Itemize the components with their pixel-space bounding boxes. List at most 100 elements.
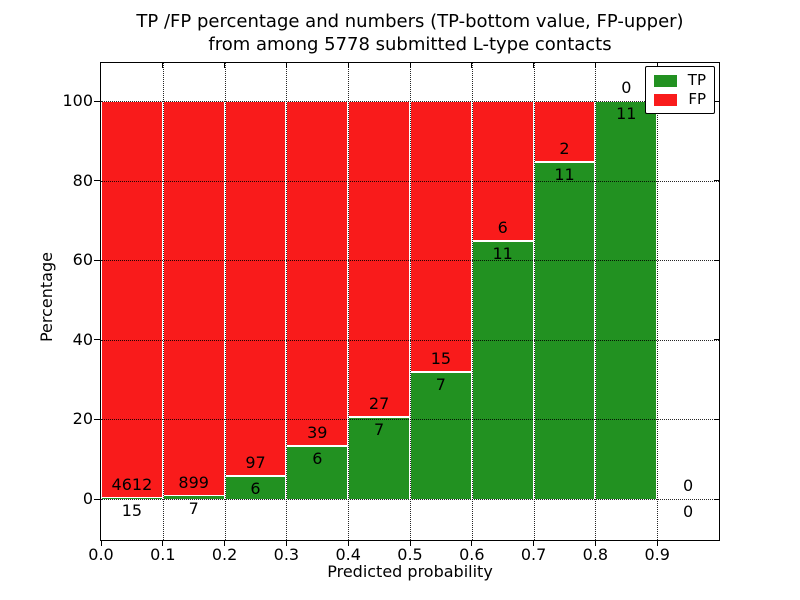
bar-tp-segment (595, 101, 658, 499)
fp-legend-label: FP (688, 90, 706, 108)
x-tick (285, 540, 287, 546)
x-tick-label: 0.5 (397, 545, 423, 564)
top-tick (409, 63, 411, 68)
y-tick (94, 339, 100, 341)
tp-count-label: 15 (121, 500, 143, 520)
right-tick (714, 418, 719, 420)
tp-count-label: 7 (374, 420, 385, 440)
bar-tp-segment (471, 241, 534, 499)
y-tick-label: 100 (62, 91, 93, 110)
x-tick (656, 540, 658, 546)
bar-tp-segment (101, 497, 163, 499)
top-tick (471, 63, 473, 68)
x-tick (100, 540, 102, 546)
bar-fp-segment (533, 101, 596, 163)
x-tick (594, 540, 596, 546)
tp-count-label: 7 (435, 375, 446, 395)
top-tick (594, 63, 596, 68)
fp-count-label: 39 (307, 422, 328, 442)
y-tick (94, 418, 100, 420)
x-tick-label: 0.8 (582, 545, 609, 564)
x-tick-label: 0.2 (211, 545, 238, 564)
bar-fp-segment (162, 101, 225, 496)
bar-tp-segment (533, 162, 596, 499)
top-tick (656, 63, 658, 68)
v-gridline (471, 63, 473, 540)
tp-legend-swatch-icon (654, 74, 677, 87)
chart-title-line1: TP /FP percentage and numbers (TP-bottom… (136, 11, 684, 32)
bar-fp-segment (471, 101, 534, 242)
top-tick (285, 63, 287, 68)
legend-item-tp: TP (654, 73, 706, 88)
right-tick (714, 180, 719, 182)
tp-count-label: 11 (616, 104, 637, 123)
x-tick (347, 540, 349, 546)
v-gridline (410, 63, 411, 540)
plot-area: 0.0 0.1 0.2 0.3 0.4 0.5 0.6 0.7 0.8 0.9 0 20 40 60 80 1… (62, 62, 720, 564)
y-tick (94, 259, 100, 261)
y-tick (94, 100, 100, 102)
tp-count-label: 11 (492, 244, 513, 264)
y-tick-label: 0 (82, 489, 93, 508)
top-tick (533, 63, 535, 68)
x-tick-label: 0.1 (150, 545, 176, 564)
v-gridline (533, 63, 535, 540)
y-tick-label: 80 (72, 170, 93, 190)
tp-count-label: 0 (683, 502, 694, 521)
fp-count-label: 4612 (111, 474, 153, 494)
right-tick (714, 339, 719, 341)
v-gridline (348, 63, 350, 540)
bar-fp-segment (224, 101, 287, 476)
v-gridline (224, 63, 226, 540)
right-tick (714, 498, 719, 500)
fp-count-label: 27 (368, 394, 390, 414)
v-gridline (162, 63, 164, 540)
fp-count-label: 0 (621, 78, 632, 97)
tp-count-label: 6 (250, 478, 261, 498)
fp-count-label: 899 (178, 472, 209, 492)
v-gridline (286, 63, 288, 540)
bar-fp-segment (348, 101, 410, 418)
tp-count-label: 6 (312, 448, 323, 468)
fp-count-label: 6 (497, 218, 508, 238)
tp-count-label: 7 (188, 498, 199, 518)
x-tick-label: 0.0 (88, 545, 114, 564)
x-tick-label: 0.7 (520, 545, 547, 564)
y-tick-label: 40 (72, 329, 93, 349)
fp-count-label: 2 (559, 139, 570, 159)
right-tick (714, 100, 719, 102)
v-gridline (657, 63, 659, 540)
x-tick-label: 0.6 (459, 545, 485, 564)
y-axis-label: Percentage (37, 252, 56, 343)
tp-legend-label: TP (687, 71, 706, 89)
bar-tp-segment (410, 372, 472, 499)
x-tick-label: 0.4 (335, 545, 361, 564)
v-gridline (595, 63, 597, 540)
y-tick-label: 60 (72, 250, 93, 270)
fp-count-label: 0 (683, 476, 694, 495)
fp-count-label: 15 (430, 349, 452, 369)
x-tick (224, 540, 226, 546)
x-tick-label: 0.3 (273, 545, 300, 564)
legend-item-fp: FP (654, 92, 706, 107)
chart-title-line2: from among 5778 submitted L-type contact… (208, 34, 612, 55)
y-tick (94, 180, 100, 182)
bar-fp-segment (101, 101, 163, 498)
x-tick (162, 540, 164, 546)
y-tick-label: 20 (72, 409, 93, 429)
top-tick (162, 63, 164, 68)
y-tick (94, 498, 100, 500)
x-axis-label: Predicted probability (327, 562, 493, 581)
top-tick (347, 63, 349, 68)
x-tick (533, 540, 535, 546)
tp-count-label: 11 (554, 165, 575, 185)
chart-title: TP /FP percentage and numbers (TP-bottom… (101, 10, 719, 56)
top-tick (224, 63, 226, 68)
fp-count-label: 97 (245, 452, 266, 472)
x-tick-label: 0.9 (644, 545, 670, 564)
legend: TP FP (645, 66, 715, 114)
fp-legend-swatch-icon (654, 93, 678, 106)
x-tick (471, 540, 473, 546)
x-tick (409, 540, 411, 546)
